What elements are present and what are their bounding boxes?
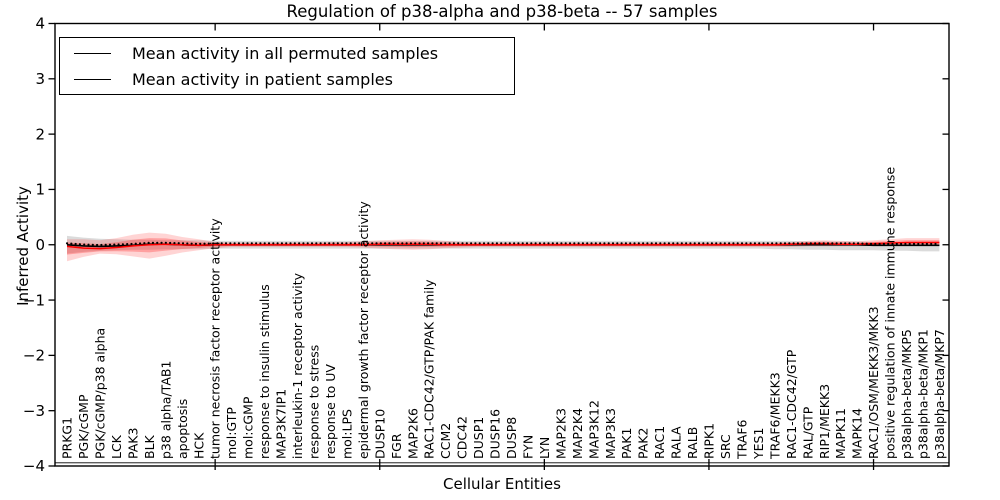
category-label: epidermal growth factor receptor activit… xyxy=(356,201,371,459)
category-label: mol:LPS xyxy=(339,409,354,459)
category-label: response to UV xyxy=(323,364,338,459)
chart-title: Regulation of p38-alpha and p38-beta -- … xyxy=(286,2,718,21)
category-label: DUSP1 xyxy=(471,417,486,459)
category-label: CDC42 xyxy=(455,416,470,459)
category-label: MAP3K12 xyxy=(586,400,601,459)
category-label: MAP3K7IP1 xyxy=(274,389,289,459)
category-label: PGK/cGMP/p38 alpha xyxy=(93,328,108,459)
y-tick-label: 2 xyxy=(35,125,45,143)
category-label: RALA xyxy=(669,426,684,459)
category-label: RAC1-CDC42/GTP xyxy=(784,349,799,459)
category-label: tumor necrosis factor receptor activity xyxy=(208,218,223,459)
legend-label-patient: Mean activity in patient samples xyxy=(132,69,393,89)
legend-item-permuted: Mean activity in all permuted samples xyxy=(60,40,514,66)
category-label: RIP1/MEKK3 xyxy=(817,384,832,459)
category-label: PAK1 xyxy=(619,428,634,459)
category-label: MAP2K4 xyxy=(570,408,585,459)
patient-line-swatch xyxy=(74,78,111,80)
category-label: HCK xyxy=(191,432,206,459)
category-label: RIPK1 xyxy=(702,423,717,459)
category-label: TRAF6/MEKK3 xyxy=(767,372,782,460)
category-label: RAC1-CDC42/GTP/PAK family xyxy=(422,279,437,459)
category-label: RAC1 xyxy=(652,426,667,459)
category-label: FGR xyxy=(389,433,404,459)
legend-item-patient: Mean activity in patient samples xyxy=(60,66,514,92)
category-label: PAK2 xyxy=(636,428,651,459)
category-label: YES1 xyxy=(751,428,766,460)
category-label: p38 alpha/TAB1 xyxy=(158,361,173,459)
category-label: apoptosis xyxy=(175,399,190,459)
y-tick-label: 1 xyxy=(35,181,45,199)
y-tick-label: −4 xyxy=(23,457,45,475)
category-label: mol:GTP xyxy=(224,407,239,459)
category-label: interleukin-1 receptor activity xyxy=(290,272,305,459)
y-tick-label: −2 xyxy=(23,347,45,365)
y-axis-label: Inferred Activity xyxy=(14,186,32,306)
category-label: DUSP16 xyxy=(488,409,503,459)
patient-range-band-outer xyxy=(67,232,940,262)
legend-label-permuted: Mean activity in all permuted samples xyxy=(132,43,439,63)
y-tick-label: −3 xyxy=(23,402,45,420)
permuted-line-swatch xyxy=(74,52,111,54)
category-label: LCK xyxy=(109,434,124,459)
category-label: CCM2 xyxy=(438,423,453,459)
category-label: LYN xyxy=(537,437,552,459)
category-label: MAP2K3 xyxy=(553,408,568,459)
legend-box: Mean activity in all permuted samples Me… xyxy=(59,37,515,95)
category-label: RAL/GTP xyxy=(800,406,815,459)
category-label: PRKG1 xyxy=(60,417,75,459)
y-tick-label: 3 xyxy=(35,70,45,88)
y-tick-label: −1 xyxy=(23,291,45,309)
category-label: DUSP8 xyxy=(504,417,519,459)
category-label: DUSP10 xyxy=(372,409,387,459)
category-label: p38alpha-beta/MKP1 xyxy=(916,329,931,459)
category-label: FYN xyxy=(520,435,535,459)
x-axis-label: Cellular Entities xyxy=(443,475,561,493)
category-label: p38alpha-beta/MKP7 xyxy=(932,329,947,459)
category-label: BLK xyxy=(142,434,157,459)
category-label: positive regulation of innate immune res… xyxy=(883,167,898,459)
category-label: TRAF6 xyxy=(734,419,749,460)
patient-range-band-inner xyxy=(67,238,940,255)
category-label: MAP2K6 xyxy=(405,408,420,459)
category-label: RALB xyxy=(685,427,700,459)
category-label: MAP3K3 xyxy=(603,408,618,459)
category-label: PAK3 xyxy=(125,428,140,459)
category-label: response to stress xyxy=(307,345,322,459)
category-label: MAPK11 xyxy=(833,408,848,459)
permuted-marker-dots xyxy=(65,241,941,247)
category-label: response to insulin stimulus xyxy=(257,284,272,459)
y-tick-label: 0 xyxy=(35,236,45,254)
y-tick-label: 4 xyxy=(35,15,45,33)
category-label: mol:cGMP xyxy=(241,396,256,459)
category-label: SRC xyxy=(718,434,733,459)
category-label: p38alpha-beta/MKP5 xyxy=(899,329,914,459)
category-label: MAPK14 xyxy=(850,408,865,459)
category-label: PGK/cGMP xyxy=(76,394,91,459)
category-label: RAC1/OSM/MEKK3/MKK3 xyxy=(866,306,881,459)
